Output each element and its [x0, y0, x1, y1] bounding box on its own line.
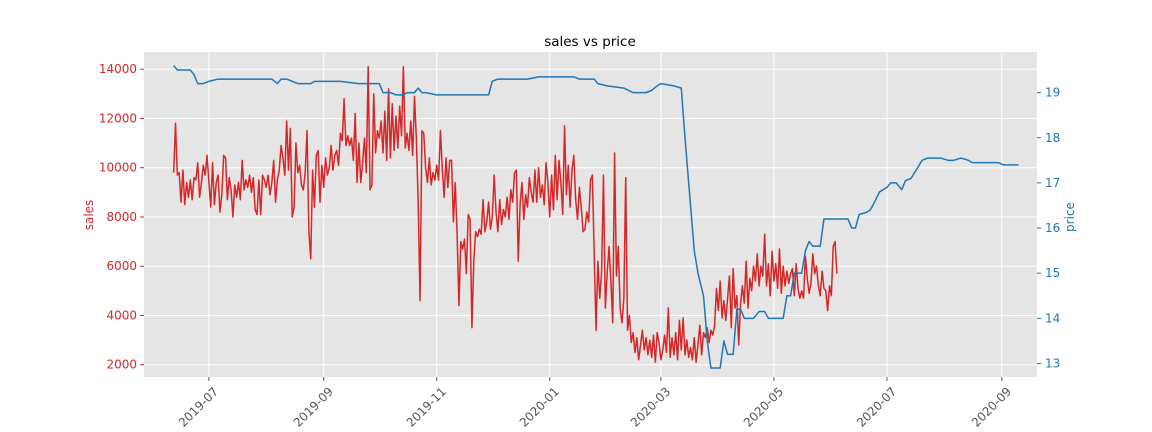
grid-lines [144, 52, 1037, 377]
chart-title: sales vs price [544, 34, 636, 50]
series-layer [172, 65, 1019, 369]
y-right-tick-label: 15 [1045, 266, 1060, 280]
y-right-tick-label: 19 [1045, 86, 1060, 100]
plot-area [144, 52, 1037, 377]
y-right-tick-label: 16 [1045, 221, 1060, 235]
series-line-sales [172, 66, 838, 363]
y-right-tick-label: 18 [1045, 131, 1060, 145]
y-right-tick-label: 13 [1045, 356, 1060, 370]
y-left-tick-label: 10000 [99, 161, 137, 175]
y-right-tick-label: 17 [1045, 176, 1060, 190]
y-left-tick-label: 6000 [106, 259, 137, 273]
y-axis-right-label: price [1063, 202, 1077, 232]
y-left-tick-label: 2000 [106, 358, 137, 372]
y-left-tick-label: 8000 [106, 210, 137, 224]
y-left-tick-label: 4000 [106, 308, 137, 322]
y-right-tick-label: 14 [1045, 311, 1060, 325]
series-line-price [173, 65, 1019, 369]
y-left-tick-label: 14000 [99, 62, 137, 76]
y-left-tick-label: 12000 [99, 111, 137, 125]
y-axis-left-label: sales [82, 200, 96, 231]
